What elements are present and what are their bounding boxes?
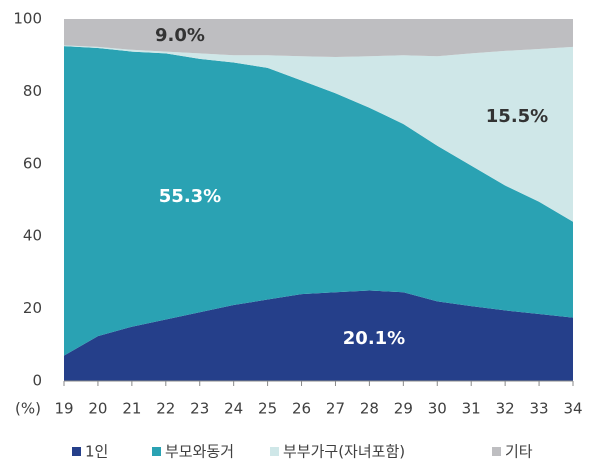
x-tick-label: 25	[258, 400, 277, 418]
legend-label: 부부가구(자녀포함)	[283, 443, 405, 461]
legend-swatch	[152, 447, 161, 456]
annotation: 9.0%	[155, 25, 205, 46]
y-unit-label: (%)	[15, 400, 41, 418]
y-tick-label: 80	[23, 82, 42, 100]
y-tick-label: 100	[13, 10, 42, 28]
x-tick-label: 19	[54, 400, 73, 418]
x-tick-label: 24	[224, 400, 243, 418]
annotation: 20.1%	[343, 328, 405, 349]
area	[64, 19, 573, 58]
legend-label: 기타	[505, 443, 533, 461]
x-tick-label: 34	[563, 400, 582, 418]
legend-swatch	[492, 447, 501, 456]
x-tick-label: 20	[88, 400, 107, 418]
legend-label: 1인	[85, 443, 108, 461]
x-tick-label: 33	[530, 400, 549, 418]
y-tick-label: 60	[23, 154, 42, 172]
x-tick-label: 29	[394, 400, 413, 418]
legend-item: 부부가구(자녀포함)	[270, 443, 405, 461]
x-tick-label: 27	[326, 400, 345, 418]
y-tick-label: 40	[23, 227, 42, 245]
legend-item: 기타	[492, 443, 533, 461]
legend-swatch	[270, 447, 279, 456]
area	[64, 45, 573, 222]
x-tick-label: 28	[360, 400, 379, 418]
annotation: 55.3%	[159, 186, 221, 207]
x-tick-label: 21	[122, 400, 141, 418]
area	[64, 290, 573, 381]
x-tick-label: 32	[496, 400, 515, 418]
x-tick-label: 22	[156, 400, 175, 418]
y-tick-label: 20	[23, 299, 42, 317]
x-tick-label: 31	[462, 400, 481, 418]
legend-label: 부모와동거	[165, 443, 234, 461]
x-tick-label: 23	[190, 400, 209, 418]
legend-item: 부모와동거	[152, 443, 234, 461]
x-tick-label: 26	[292, 400, 311, 418]
annotation: 15.5%	[486, 106, 548, 127]
legend-swatch	[72, 447, 81, 456]
y-tick-label: 0	[32, 372, 42, 390]
x-tick-label: 30	[428, 400, 447, 418]
area	[64, 46, 573, 356]
legend-item: 1인	[72, 443, 108, 461]
